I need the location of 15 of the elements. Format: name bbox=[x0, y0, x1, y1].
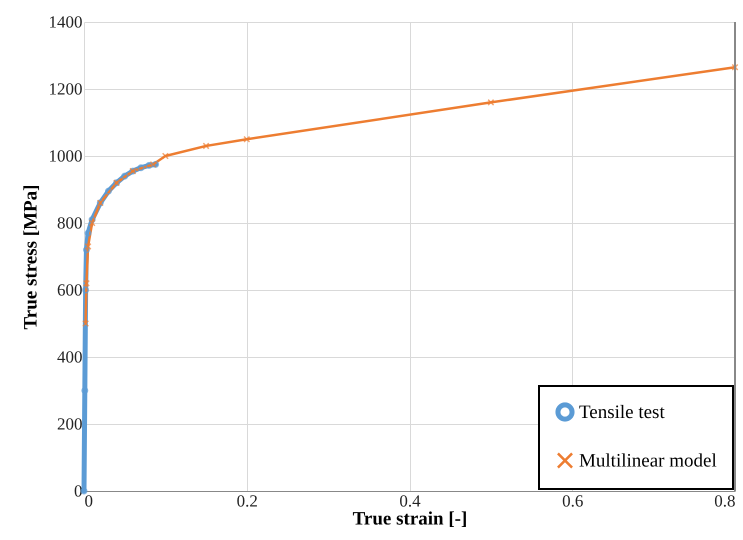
x-tick-label: 0.8 bbox=[714, 492, 736, 510]
x-axis-title: True strain [-] bbox=[352, 508, 468, 530]
x-tick-label: 0.6 bbox=[562, 492, 584, 510]
y-tick-label: 200 bbox=[57, 414, 82, 434]
x-tick-label: 0.2 bbox=[236, 492, 258, 510]
legend-label: Tensile test bbox=[579, 402, 666, 423]
legend-label: Multilinear model bbox=[579, 450, 717, 472]
y-axis-title: True stress [MPa] bbox=[20, 184, 42, 330]
x-tick-label: 0.4 bbox=[399, 492, 422, 510]
y-tick-label: 400 bbox=[57, 348, 82, 366]
y-tick-label: 1400 bbox=[48, 12, 82, 32]
y-tick-label: 1200 bbox=[48, 80, 82, 98]
y-tick-label: 1000 bbox=[48, 146, 82, 166]
y-tick-label: 600 bbox=[57, 280, 82, 300]
y-tick-label: 800 bbox=[57, 214, 82, 232]
